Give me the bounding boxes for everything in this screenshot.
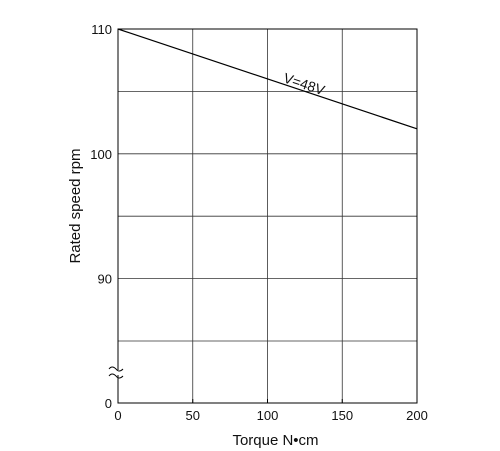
x-axis-title: Torque N•cm <box>232 432 318 449</box>
plot-frame <box>116 28 418 404</box>
x-tick-labels: 0 50 100 150 200 <box>114 408 427 423</box>
axis-break-symbol <box>108 366 124 379</box>
y-tick-label: 110 <box>91 22 112 37</box>
x-tick-label: 100 <box>257 408 279 423</box>
y-axis-title: Rated speed rpm <box>67 148 84 263</box>
x-tick-label: 0 <box>114 408 121 423</box>
x-tick-label: 200 <box>406 408 428 423</box>
y-tick-label: 90 <box>98 272 112 287</box>
x-tick-label: 150 <box>331 408 353 423</box>
y-tick-label: 0 <box>105 396 112 411</box>
axis-break-gap <box>116 370 120 375</box>
y-tick-labels: 0 90 100 110 <box>90 22 112 411</box>
series-line <box>117 28 418 130</box>
y-tick-label: 100 <box>90 147 112 162</box>
series-label: V=48V <box>281 70 327 99</box>
grid <box>118 29 417 403</box>
x-tick-label: 50 <box>186 408 200 423</box>
